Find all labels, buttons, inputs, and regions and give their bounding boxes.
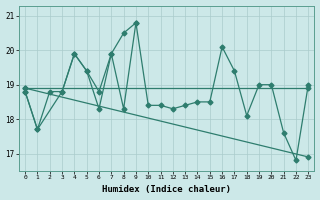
X-axis label: Humidex (Indice chaleur): Humidex (Indice chaleur) (102, 185, 231, 194)
